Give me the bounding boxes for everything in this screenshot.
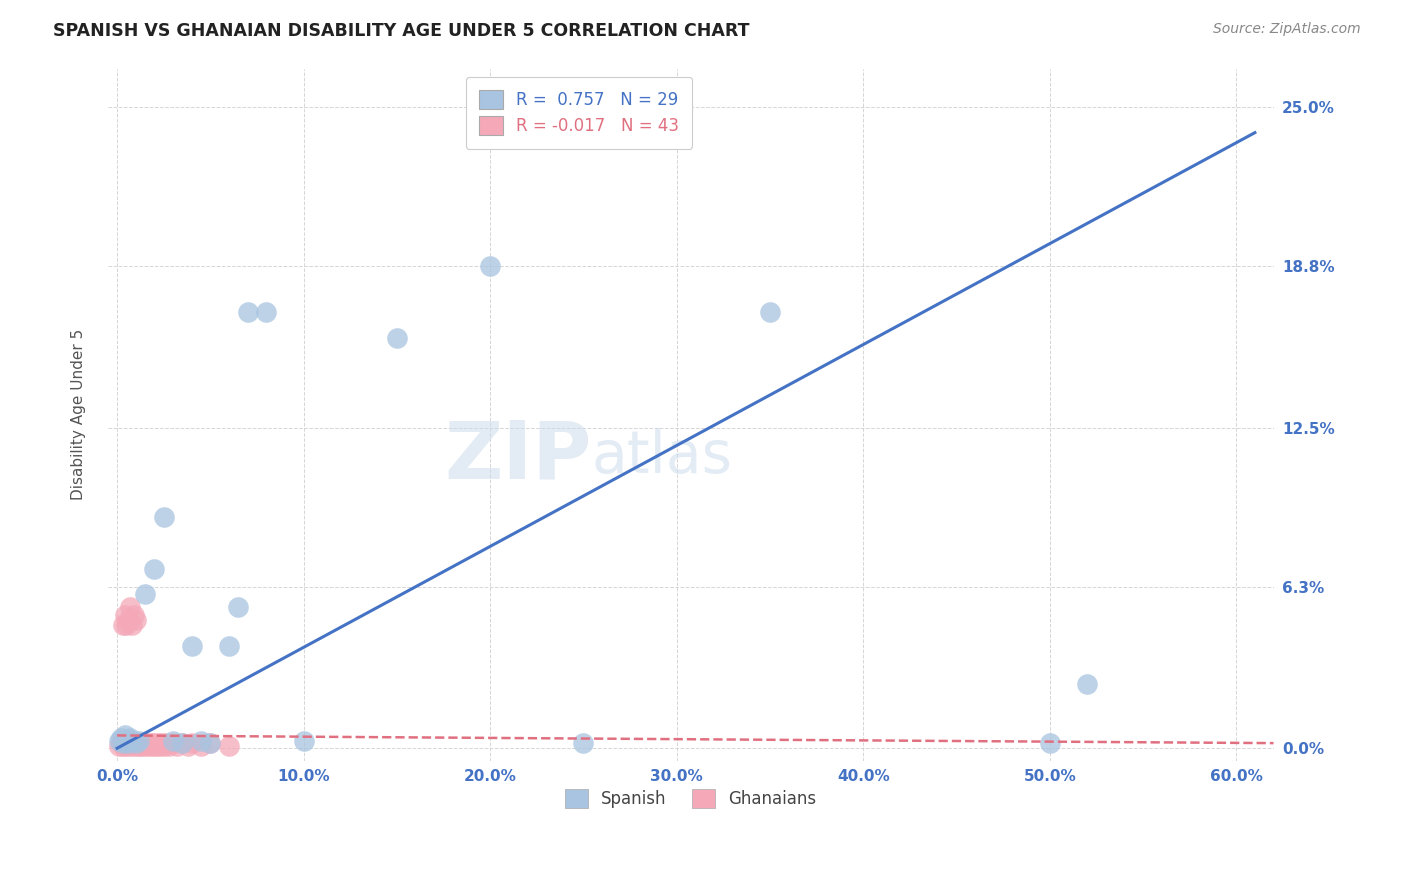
Text: ZIP: ZIP	[444, 417, 592, 495]
Point	[190, 739, 212, 753]
Point	[120, 739, 142, 753]
Point	[180, 736, 202, 750]
Point	[479, 259, 502, 273]
Point	[125, 613, 148, 627]
Legend: Spanish, Ghanaians: Spanish, Ghanaians	[558, 782, 824, 815]
Point	[131, 739, 153, 753]
Point	[125, 736, 148, 750]
Point	[115, 739, 138, 753]
Point	[177, 739, 200, 753]
Point	[114, 736, 136, 750]
Point	[122, 739, 145, 753]
Point	[180, 639, 202, 653]
Point	[162, 736, 184, 750]
Point	[155, 736, 177, 750]
Point	[152, 510, 174, 524]
Point	[143, 562, 166, 576]
Point	[110, 731, 132, 745]
Point	[150, 736, 173, 750]
Point	[114, 607, 136, 622]
Point	[143, 736, 166, 750]
Point	[236, 305, 259, 319]
Point	[759, 305, 782, 319]
Y-axis label: Disability Age Under 5: Disability Age Under 5	[72, 329, 86, 500]
Point	[111, 618, 134, 632]
Point	[218, 739, 240, 753]
Point	[117, 613, 139, 627]
Point	[115, 733, 138, 747]
Point	[121, 736, 143, 750]
Point	[121, 618, 143, 632]
Point	[115, 618, 138, 632]
Point	[172, 736, 194, 750]
Point	[127, 739, 149, 753]
Point	[166, 739, 188, 753]
Point	[146, 736, 169, 750]
Text: SPANISH VS GHANAIAN DISABILITY AGE UNDER 5 CORRELATION CHART: SPANISH VS GHANAIAN DISABILITY AGE UNDER…	[53, 22, 749, 40]
Point	[108, 739, 131, 753]
Point	[120, 731, 142, 745]
Point	[128, 736, 150, 750]
Point	[385, 331, 408, 345]
Point	[134, 739, 156, 753]
Point	[172, 736, 194, 750]
Point	[114, 728, 136, 742]
Point	[132, 736, 155, 750]
Point	[121, 733, 143, 747]
Point	[110, 736, 132, 750]
Point	[162, 733, 184, 747]
Point	[149, 739, 172, 753]
Point	[120, 600, 142, 615]
Point	[117, 736, 139, 750]
Text: atlas: atlas	[592, 428, 733, 485]
Point	[292, 733, 315, 747]
Point	[1076, 677, 1098, 691]
Point	[572, 736, 595, 750]
Point	[138, 739, 160, 753]
Point	[134, 587, 156, 601]
Point	[139, 736, 162, 750]
Point	[145, 739, 167, 753]
Point	[111, 736, 134, 750]
Point	[254, 305, 277, 319]
Point	[111, 739, 134, 753]
Point	[136, 736, 159, 750]
Point	[157, 739, 180, 753]
Point	[190, 733, 212, 747]
Point	[117, 736, 139, 750]
Point	[141, 739, 163, 753]
Point	[228, 600, 250, 615]
Point	[218, 639, 240, 653]
Point	[200, 736, 222, 750]
Point	[128, 733, 150, 747]
Text: Source: ZipAtlas.com: Source: ZipAtlas.com	[1213, 22, 1361, 37]
Point	[1039, 736, 1062, 750]
Point	[122, 607, 145, 622]
Point	[152, 739, 174, 753]
Point	[108, 733, 131, 747]
Point	[200, 736, 222, 750]
Point	[125, 736, 148, 750]
